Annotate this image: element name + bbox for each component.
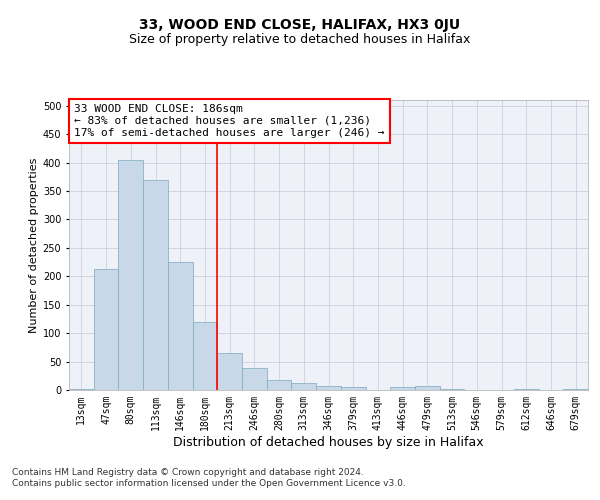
Bar <box>267 380 292 390</box>
Bar <box>143 180 168 390</box>
Bar <box>193 322 217 390</box>
Text: Size of property relative to detached houses in Halifax: Size of property relative to detached ho… <box>130 32 470 46</box>
Text: Contains HM Land Registry data © Crown copyright and database right 2024.
Contai: Contains HM Land Registry data © Crown c… <box>12 468 406 487</box>
Bar <box>390 386 415 390</box>
Bar <box>514 389 539 390</box>
Bar <box>292 382 316 390</box>
Bar <box>94 269 118 390</box>
Bar <box>69 389 94 390</box>
Y-axis label: Number of detached properties: Number of detached properties <box>29 158 38 332</box>
Bar <box>440 389 464 390</box>
Bar <box>168 262 193 390</box>
Bar <box>341 386 365 390</box>
X-axis label: Distribution of detached houses by size in Halifax: Distribution of detached houses by size … <box>173 436 484 448</box>
Bar <box>118 160 143 390</box>
Bar <box>242 368 267 390</box>
Text: 33 WOOD END CLOSE: 186sqm
← 83% of detached houses are smaller (1,236)
17% of se: 33 WOOD END CLOSE: 186sqm ← 83% of detac… <box>74 104 385 138</box>
Bar <box>217 353 242 390</box>
Bar <box>316 386 341 390</box>
Text: 33, WOOD END CLOSE, HALIFAX, HX3 0JU: 33, WOOD END CLOSE, HALIFAX, HX3 0JU <box>139 18 461 32</box>
Bar <box>415 386 440 390</box>
